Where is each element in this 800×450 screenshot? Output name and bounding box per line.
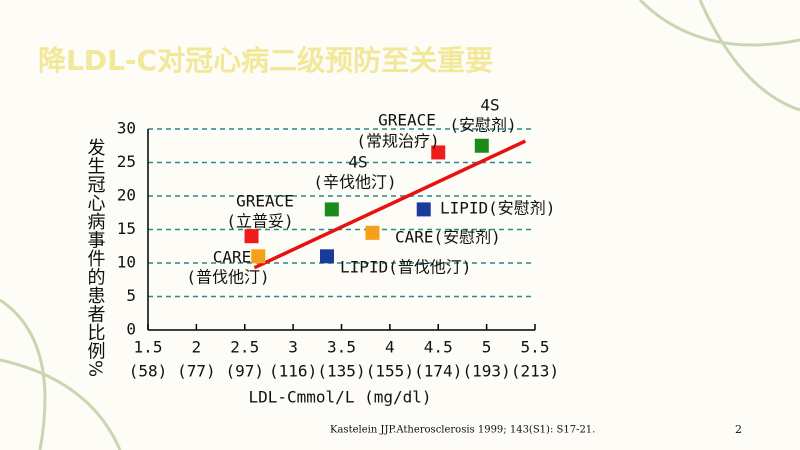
vine [0,298,47,450]
y-tick-label: 30 [117,119,136,138]
point-label: GREACE [378,111,436,130]
point-label: CARE(安慰剂) [395,228,501,247]
x-tick-sublabel: (58) [129,362,168,381]
point-label: 4S [348,153,367,172]
point [319,249,334,264]
point-label: (普伐他汀) [186,268,269,287]
y-tick-label: 15 [117,219,136,238]
x-tick-label: 5 [482,338,492,357]
x-tick-label: 2.5 [230,338,259,357]
point [365,225,380,240]
x-tick-sublabel: (213) [511,362,559,381]
x-tick-sublabel: (116) [269,362,317,381]
point [431,145,446,160]
x-tick-label: 3 [288,338,298,357]
point-label: (立普妥) [226,212,293,231]
x-tick-label: 4.5 [424,338,453,357]
x-tick-label: 1.5 [134,338,163,357]
point-label: (安慰剂) [449,116,516,135]
point-label: LIPID(安慰剂) [440,199,555,218]
page-number: 2 [735,423,742,436]
point-label: CARE [213,248,252,267]
point-label: (常规治疗) [356,132,439,151]
x-tick-label: 5.5 [521,338,550,357]
x-tick-sublabel: (174) [414,362,462,381]
point [244,229,259,244]
x-tick-sublabel: (155) [366,362,414,381]
x-tick-label: 2 [192,338,202,357]
y-tick-label: 10 [117,253,136,272]
point [324,202,339,217]
point [251,249,266,264]
point-label: GREACE [236,192,294,211]
footnote: Kastelein JJP.Atherosclerosis 1999; 143(… [330,425,595,436]
y-tick-label: 5 [126,286,136,305]
x-tick-sublabel: (77) [177,362,216,381]
vine [0,358,122,450]
point [416,202,431,217]
x-tick-label: 3.5 [327,338,356,357]
y-tick-label: 0 [126,320,136,339]
x-axis-label: LDL-Cmmol/L (mg/dl) [248,388,431,407]
x-tick-sublabel: (135) [317,362,365,381]
point-label: 4S [480,96,499,115]
vine [638,0,800,47]
y-axis-label: 发生冠心病事件的患者比例% [85,138,106,378]
vine [698,0,800,112]
title: 降LDL-C对冠心病二级预防至关重要 [38,44,493,77]
point [474,138,489,153]
point-label: (辛伐他汀) [313,173,396,192]
y-tick-label: 20 [117,186,136,205]
y-tick-label: 25 [117,152,136,171]
x-tick-label: 4 [385,338,395,357]
trend-line [253,139,527,270]
x-tick-sublabel: (193) [463,362,511,381]
point-label: LIPID(普伐他汀) [340,258,471,277]
x-tick-sublabel: (97) [225,362,264,381]
